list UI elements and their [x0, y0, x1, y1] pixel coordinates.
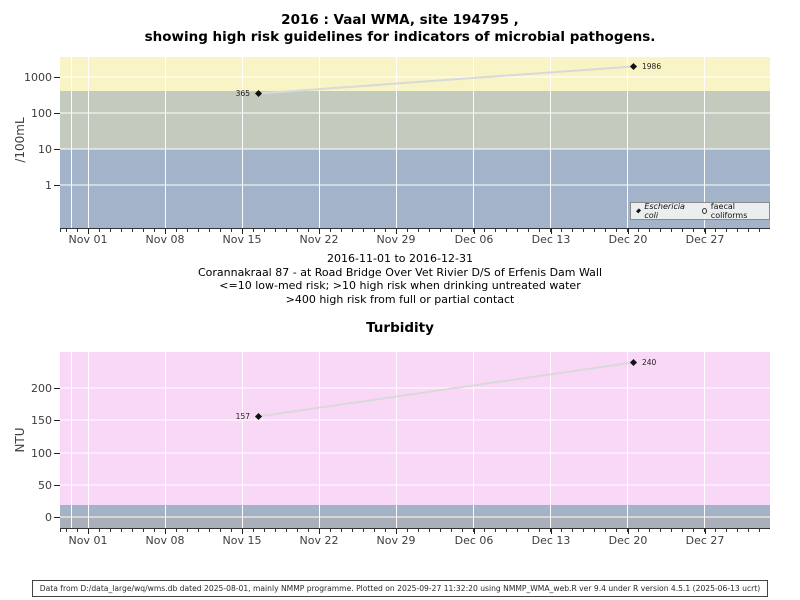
y-tick-mark [54, 113, 60, 114]
x-tick-mark [628, 529, 629, 534]
x-tick-mark [242, 529, 243, 534]
x-tick-label: Nov 22 [299, 534, 339, 547]
x-tick-label: Nov 01 [68, 534, 108, 547]
y-tick-mark [54, 149, 60, 150]
legend-label-ecoli: Eschericia coli [644, 202, 685, 220]
y-tick-label: 1000 [24, 71, 52, 84]
x-axis-line [60, 528, 770, 529]
x-tick-mark [474, 529, 475, 534]
x-tick-label: Dec 27 [685, 233, 725, 246]
microbial-series-line [257, 65, 634, 95]
x-tick-label: Nov 15 [222, 233, 262, 246]
x-tick-mark [319, 529, 320, 534]
legend-entry-faecal: faecal coliforms [701, 202, 764, 220]
page-title: 2016 : Vaal WMA, site 194795 , showing h… [0, 12, 800, 46]
caption-site-description: Corannakraal 87 - at Road Bridge Over Ve… [197, 265, 603, 279]
y-tick-mark [54, 77, 60, 78]
x-tick-mark [551, 229, 552, 234]
chart-caption: 2016-11-01 to 2016-12-31 Corannakraal 87… [0, 252, 800, 306]
y-tick-label: 10 [38, 143, 52, 156]
x-tick-label: Nov 08 [145, 233, 185, 246]
x-tick-label: Dec 20 [608, 233, 648, 246]
x-axis-minor-ticks [60, 229, 770, 232]
y-tick-label: 50 [38, 479, 52, 492]
ecoli-point-label-1: 365 [235, 89, 250, 98]
x-tick-mark [396, 229, 397, 234]
x-tick-label: Dec 13 [531, 534, 571, 547]
y-tick-label: 0 [45, 511, 52, 524]
x-axis-minor-ticks [60, 529, 770, 532]
x-tick-label: Nov 22 [299, 233, 339, 246]
y-tick-label: 100 [31, 447, 52, 460]
x-axis-line [60, 228, 770, 229]
y-tick-mark [54, 185, 60, 186]
turbidity-chart-plot-area: 157 240 [60, 352, 770, 528]
x-tick-mark [165, 529, 166, 534]
ecoli-point-label-2: 1986 [642, 62, 662, 71]
microbial-chart-plot-area: 365 1986 Eschericia coli faecal coliform… [60, 57, 770, 228]
x-tick-label: Nov 08 [145, 534, 185, 547]
y-tick-label: 200 [31, 382, 52, 395]
x-tick-mark [551, 529, 552, 534]
footer: Data from D:/data_large/wq/wms.db dated … [0, 576, 800, 597]
turbidity-title: Turbidity [366, 320, 434, 336]
x-tick-mark [396, 529, 397, 534]
y-tick-mark [54, 485, 60, 486]
microbial-chart-legend: Eschericia coli faecal coliforms [630, 202, 770, 220]
turbidity-y-axis-title: NTU [13, 427, 27, 453]
y-tick-label: 100 [31, 107, 52, 120]
x-tick-mark [628, 229, 629, 234]
x-tick-mark [319, 229, 320, 234]
y-tick-label: 150 [31, 414, 52, 427]
y-tick-mark [54, 388, 60, 389]
legend-label-faecal: faecal coliforms [710, 202, 748, 220]
x-tick-mark [165, 229, 166, 234]
x-tick-label: Dec 13 [531, 233, 571, 246]
turbidity-series-line [257, 361, 634, 418]
y-tick-mark [54, 517, 60, 518]
y-tick-label: 1 [45, 179, 52, 192]
x-tick-label: Dec 27 [685, 534, 725, 547]
filled-diamond-icon [636, 208, 642, 214]
legend-entry-ecoli: Eschericia coli [636, 202, 692, 220]
x-tick-label: Nov 01 [68, 233, 108, 246]
caption-risk-guideline-1: <=10 low-med risk; >10 high risk when dr… [219, 279, 581, 292]
caption-risk-guideline-2: >400 high risk from full or partial cont… [285, 292, 515, 306]
x-tick-label: Nov 15 [222, 534, 262, 547]
turbidity-point-label-1: 157 [235, 412, 250, 421]
x-tick-label: Dec 06 [454, 534, 494, 547]
x-tick-mark [88, 229, 89, 234]
x-tick-mark [242, 229, 243, 234]
x-tick-mark [474, 229, 475, 234]
x-tick-mark [88, 529, 89, 534]
open-circle-icon [701, 208, 707, 214]
x-tick-label: Nov 29 [376, 534, 416, 547]
y-tick-mark [54, 453, 60, 454]
x-tick-label: Dec 20 [608, 534, 648, 547]
x-tick-label: Dec 06 [454, 233, 494, 246]
footer-provenance-text: Data from D:/data_large/wq/wms.db dated … [31, 580, 769, 597]
x-tick-mark [705, 229, 706, 234]
page-title-line2: showing high risk guidelines for indicat… [144, 29, 656, 45]
x-tick-label: Nov 29 [376, 233, 416, 246]
caption-date-range: 2016-11-01 to 2016-12-31 [327, 252, 473, 265]
y-tick-mark [54, 420, 60, 421]
x-tick-mark [705, 529, 706, 534]
page-title-line1: 2016 : Vaal WMA, site 194795 , [281, 12, 519, 28]
turbidity-point-label-2: 240 [642, 358, 657, 367]
